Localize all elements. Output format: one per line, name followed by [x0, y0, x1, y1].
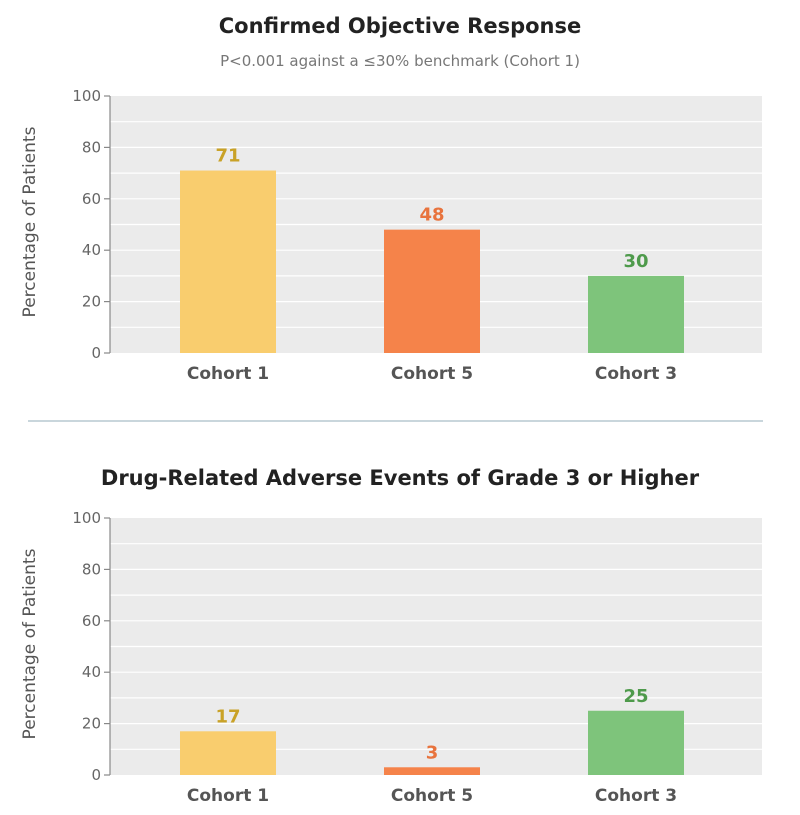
chart-2-title: Drug-Related Adverse Events of Grade 3 o… [100, 466, 700, 490]
chart-2-tick-label-40: 40 [82, 663, 101, 681]
chart-1-value-label-2: 48 [419, 205, 444, 226]
chart-1-subtitle: P<0.001 against a ≤30% benchmark (Cohort… [220, 52, 580, 70]
chart-1-title: Confirmed Objective Response [218, 14, 582, 38]
chart-2-category-label-1: Cohort 1 [187, 786, 269, 806]
chart-1-category-label-2: Cohort 5 [391, 364, 473, 384]
chart-1-tick-label-40: 40 [82, 241, 101, 259]
chart-2-value-label-3: 25 [623, 686, 648, 707]
chart-2-bar-1 [180, 731, 276, 775]
chart-2-tick-label-80: 80 [82, 560, 101, 578]
chart-1-value-label-3: 30 [623, 251, 648, 272]
chart-1-bar-1 [180, 170, 276, 353]
chart-2-category-label-2: Cohort 5 [391, 786, 473, 806]
chart-1-tick-label-60: 60 [82, 190, 101, 208]
chart-2-tick-label-20: 20 [82, 715, 101, 733]
chart-2-category-label-3: Cohort 3 [595, 786, 677, 806]
chart-2-value-label-2: 3 [426, 742, 439, 763]
chart-1-tick-label-20: 20 [82, 293, 101, 311]
chart-2-tick-label-100: 100 [72, 509, 101, 527]
chart-1-tick-label-0: 0 [91, 344, 101, 362]
chart-2-bar-2 [384, 767, 480, 775]
chart-1-category-label-3: Cohort 3 [595, 364, 677, 384]
chart-1-bar-3 [588, 275, 684, 353]
chart-2-tick-label-60: 60 [82, 612, 101, 630]
chart-2-tick-label-0: 0 [91, 766, 101, 784]
chart-2-value-label-1: 17 [215, 706, 240, 727]
chart-1-bar-2 [384, 229, 480, 353]
panel-divider [28, 420, 763, 422]
chart-1-category-label-1: Cohort 1 [187, 364, 269, 384]
chart-1-value-label-1: 71 [215, 146, 240, 167]
chart-2-bar-3 [588, 710, 684, 775]
chart-1-tick-label-100: 100 [72, 87, 101, 105]
chart-1-tick-label-80: 80 [82, 138, 101, 156]
